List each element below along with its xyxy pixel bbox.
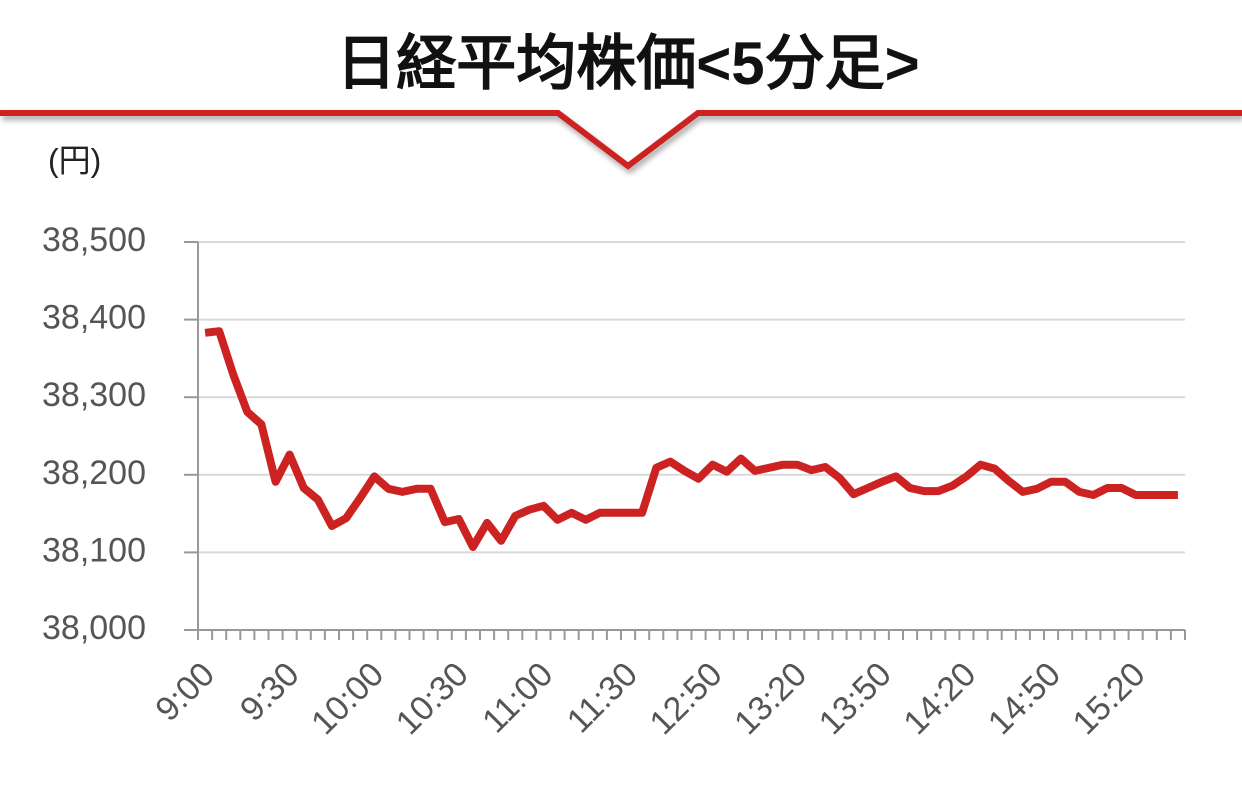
y-tick-label: 38,400 bbox=[42, 299, 146, 337]
x-tick-label: 9:00 bbox=[148, 655, 222, 729]
x-tick-label: 14:20 bbox=[896, 655, 983, 742]
y-tick-label: 38,200 bbox=[42, 454, 146, 492]
x-tick-label: 12:50 bbox=[643, 655, 730, 742]
y-axis-label: (円) bbox=[48, 142, 101, 178]
y-tick-label: 38,100 bbox=[42, 531, 146, 569]
x-tick-label: 11:00 bbox=[475, 655, 560, 740]
x-tick-label: 13:20 bbox=[727, 655, 814, 742]
x-tick-label: 10:30 bbox=[389, 655, 476, 742]
x-tick-label: 11:30 bbox=[560, 655, 645, 740]
y-tick-label: 38,000 bbox=[42, 609, 146, 647]
x-tick-label: 15:20 bbox=[1066, 655, 1153, 742]
title-underline bbox=[0, 110, 1242, 170]
x-tick-label: 10:00 bbox=[304, 655, 391, 742]
x-tick-label: 9:30 bbox=[233, 655, 307, 729]
y-tick-label: 38,500 bbox=[42, 221, 146, 259]
chart-title: 日経平均株価<5分足> bbox=[336, 30, 919, 97]
x-tick-label: 13:50 bbox=[812, 655, 899, 742]
x-tick-label: 14:50 bbox=[981, 655, 1068, 742]
data-line bbox=[204, 327, 1178, 551]
y-tick-label: 38,300 bbox=[42, 376, 146, 414]
